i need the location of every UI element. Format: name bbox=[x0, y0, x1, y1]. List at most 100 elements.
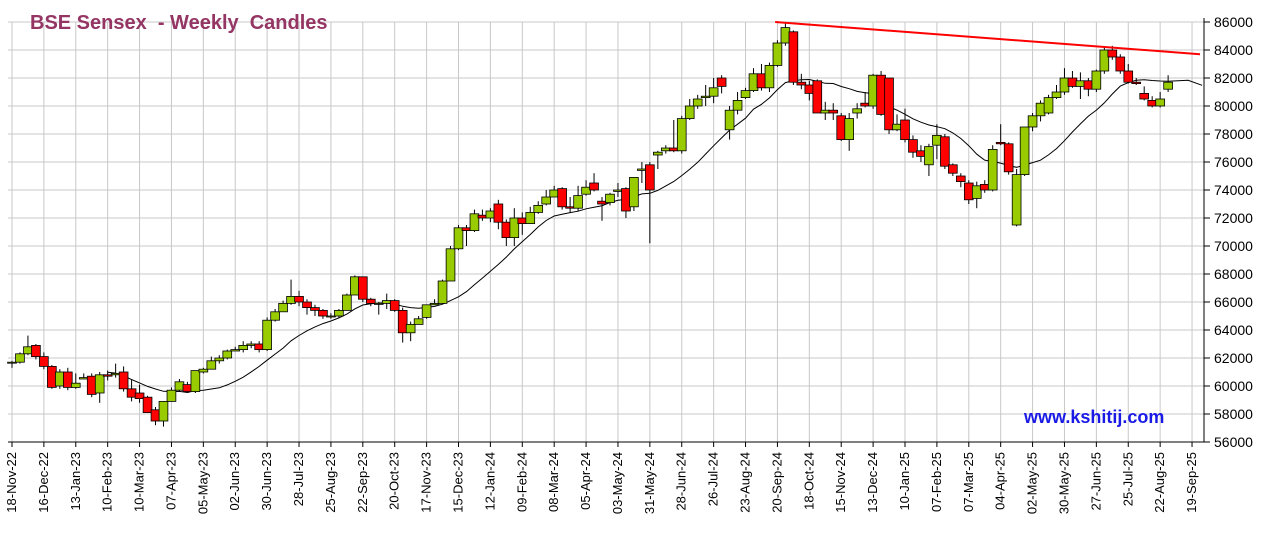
y-tick-label: 64000 bbox=[1214, 322, 1253, 338]
candle bbox=[637, 162, 647, 183]
x-tick-label: 20-Sep-24 bbox=[769, 452, 784, 513]
candle bbox=[557, 187, 567, 210]
candle-body bbox=[1083, 80, 1094, 90]
candle bbox=[485, 208, 496, 223]
candle bbox=[286, 279, 296, 305]
x-tick-label: 18-Nov-22 bbox=[4, 452, 19, 513]
candle-body bbox=[796, 81, 807, 86]
candle bbox=[174, 379, 185, 392]
candle bbox=[469, 209, 480, 232]
watermark-url[interactable]: www.kshitij.com bbox=[1024, 407, 1165, 427]
x-tick-label: 20-Oct-23 bbox=[387, 452, 402, 510]
y-tick-label: 60000 bbox=[1214, 378, 1253, 394]
candle-body bbox=[238, 344, 249, 350]
candle-body bbox=[222, 350, 233, 359]
candle bbox=[525, 206, 536, 224]
x-tick-label: 16-Dec-22 bbox=[36, 452, 51, 513]
candle bbox=[118, 366, 129, 392]
candle-body bbox=[963, 182, 974, 201]
candle-body bbox=[485, 210, 496, 219]
candle bbox=[780, 23, 791, 46]
candle-body bbox=[373, 302, 384, 305]
candle bbox=[684, 99, 695, 120]
candle-body bbox=[1043, 97, 1054, 114]
candle-body bbox=[517, 217, 528, 224]
candle bbox=[55, 369, 65, 389]
y-tick-label: 62000 bbox=[1214, 350, 1253, 366]
candle bbox=[39, 352, 49, 370]
candle-body bbox=[174, 381, 185, 391]
candle-body bbox=[102, 374, 113, 377]
candle-body bbox=[589, 182, 599, 191]
candle bbox=[589, 173, 599, 192]
x-tick-label: 07-Mar-25 bbox=[961, 452, 976, 512]
x-tick-label: 10-Feb-23 bbox=[100, 452, 115, 512]
x-tick-label: 18-Oct-24 bbox=[801, 452, 816, 510]
candle bbox=[971, 181, 982, 209]
candle-body bbox=[1059, 77, 1070, 93]
candle bbox=[437, 279, 448, 304]
candle bbox=[884, 77, 894, 134]
candle-body bbox=[501, 221, 512, 238]
candle-body bbox=[47, 365, 57, 388]
candle bbox=[868, 73, 878, 109]
candle bbox=[900, 108, 910, 143]
candle-body bbox=[836, 115, 847, 141]
candle-body bbox=[987, 148, 998, 191]
candle bbox=[908, 135, 918, 158]
candles bbox=[7, 23, 1173, 427]
candle-body bbox=[198, 368, 209, 373]
candle-body bbox=[684, 105, 695, 119]
candle-body bbox=[326, 315, 336, 318]
candle bbox=[1059, 68, 1070, 95]
candle-body bbox=[389, 300, 400, 311]
y-tick-label: 58000 bbox=[1214, 406, 1253, 422]
candle-body bbox=[318, 309, 328, 317]
candle bbox=[334, 309, 344, 318]
x-tick-label: 05-May-23 bbox=[195, 452, 210, 514]
candle bbox=[477, 209, 488, 221]
candle bbox=[206, 356, 217, 370]
candle-body bbox=[764, 65, 775, 89]
candle bbox=[1163, 75, 1173, 92]
trendline bbox=[775, 21, 1201, 56]
x-tick-label: 30-May-25 bbox=[1056, 452, 1071, 514]
candle bbox=[278, 300, 288, 313]
candle bbox=[94, 372, 105, 403]
candle-body bbox=[453, 227, 464, 250]
candle bbox=[1035, 100, 1046, 122]
candle bbox=[318, 309, 328, 319]
x-tick-label: 15-Dec-23 bbox=[450, 452, 465, 513]
candle-body bbox=[868, 74, 878, 107]
candle-body bbox=[134, 392, 145, 399]
candle bbox=[294, 290, 304, 307]
candle bbox=[613, 183, 623, 197]
candle bbox=[788, 30, 799, 85]
candle-body bbox=[350, 276, 360, 296]
y-tick-label: 86000 bbox=[1214, 14, 1253, 30]
candle bbox=[692, 94, 703, 109]
candle-body bbox=[358, 276, 368, 300]
candle-body bbox=[581, 186, 591, 195]
candle bbox=[597, 197, 607, 221]
x-tick-label: 28-Jul-23 bbox=[291, 452, 306, 506]
candle-body bbox=[302, 301, 312, 308]
y-tick-label: 84000 bbox=[1214, 42, 1253, 58]
candle bbox=[134, 384, 145, 403]
candle-body bbox=[668, 147, 679, 152]
candle bbox=[230, 346, 241, 352]
candle bbox=[47, 365, 57, 389]
gridlines bbox=[8, 21, 1204, 443]
candle bbox=[158, 400, 169, 427]
candle bbox=[15, 352, 25, 364]
candle bbox=[63, 367, 73, 391]
candle-body bbox=[828, 109, 839, 114]
candle bbox=[756, 64, 767, 91]
candle-body bbox=[206, 360, 217, 370]
resistance-trendline bbox=[775, 21, 1201, 56]
candle bbox=[621, 187, 631, 218]
candle bbox=[820, 101, 831, 120]
candle-body bbox=[158, 400, 169, 422]
chart-title: BSE Sensex - Weekly Candles bbox=[30, 12, 328, 34]
candle bbox=[796, 73, 807, 90]
